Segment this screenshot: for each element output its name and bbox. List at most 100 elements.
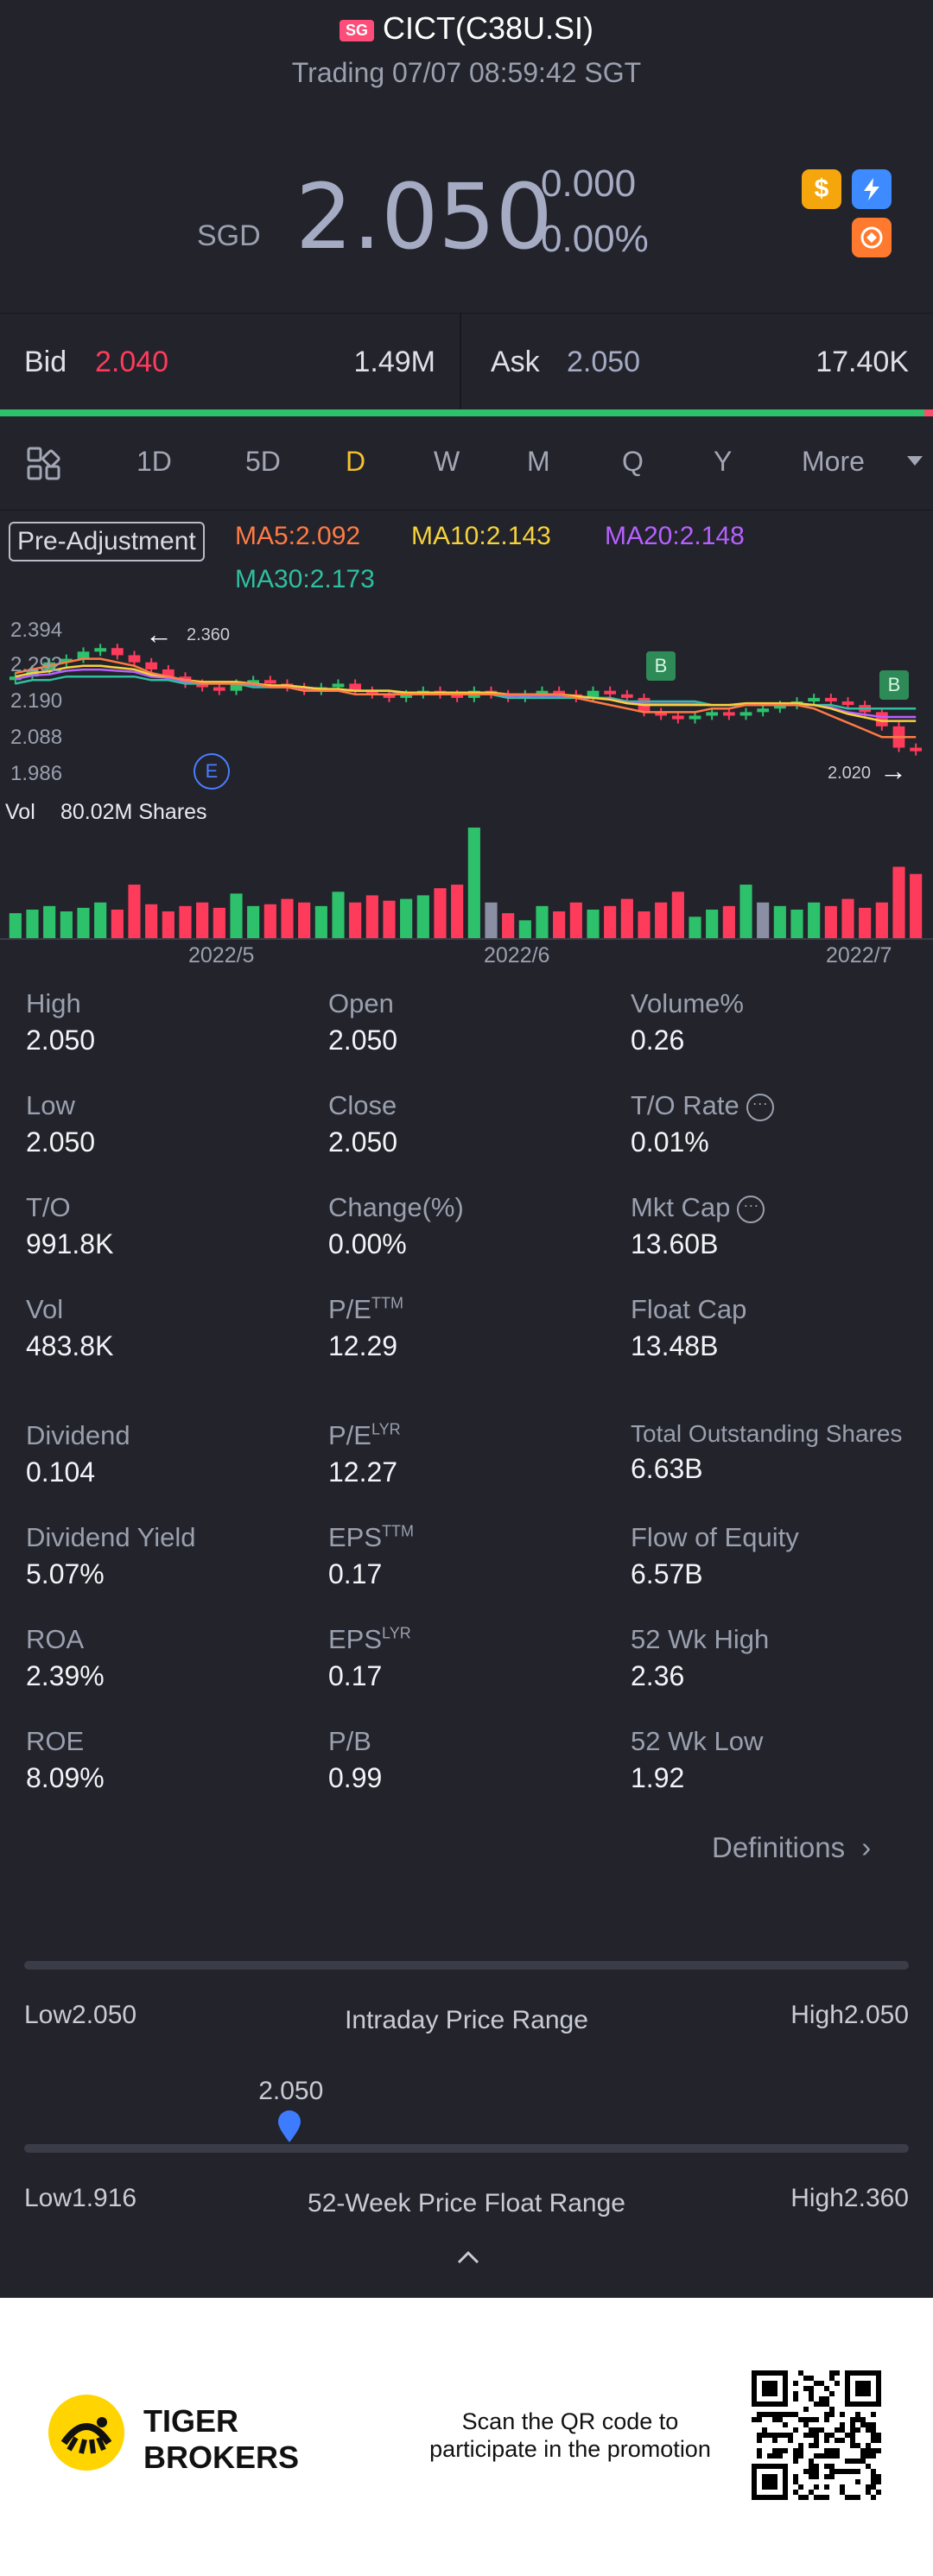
stat-cell: ROA 2.39% <box>26 1624 105 1692</box>
volume-bar <box>706 909 719 938</box>
stat-label-text: Vol <box>26 1294 64 1324</box>
candle-body <box>739 712 752 716</box>
ask-size: 17.40K <box>816 346 909 378</box>
volume-bar <box>587 909 600 938</box>
candle-body <box>77 651 90 659</box>
stat-label: Vol <box>26 1294 113 1325</box>
candle-body <box>722 712 735 716</box>
volume-bar <box>892 866 905 938</box>
stat-value: 6.57B <box>631 1558 703 1589</box>
candle-body <box>706 712 719 716</box>
stat-cell: 52 Wk Low 1.92 <box>631 1726 763 1794</box>
volume-bar <box>739 885 752 938</box>
stat-cell: T/O 991.8K <box>26 1192 113 1260</box>
ma10-label: MA10:2.143 <box>411 522 551 550</box>
stat-value: 2.050 <box>328 1126 398 1158</box>
volume-label: Vol <box>5 800 35 824</box>
low-marker: 2.020 <box>828 764 872 783</box>
definitions-link[interactable]: Definitions › <box>712 1831 871 1864</box>
week52-current-value: 2.050 <box>258 2077 324 2105</box>
stat-label: T/O Rate ··· <box>631 1090 774 1121</box>
candle-body <box>689 715 701 720</box>
volume-bar <box>859 907 872 938</box>
bid-ask-ratio-bar-ask <box>924 409 933 416</box>
stat-cell: Open 2.050 <box>328 988 397 1056</box>
volume-bar <box>145 904 158 938</box>
earnings-event-marker[interactable]: E <box>194 753 230 790</box>
tab-1d[interactable]: 1D <box>136 446 172 477</box>
brand-name-line2: BROKERS <box>143 2440 300 2475</box>
stat-label-text: Float Cap <box>631 1294 747 1324</box>
stat-label: Volume% <box>631 988 744 1019</box>
stat-value: 0.17 <box>328 1558 383 1589</box>
stat-label-text: Mkt Cap <box>631 1192 731 1222</box>
high-marker: 2.360 <box>187 625 231 644</box>
bid-price: 2.040 <box>95 346 169 378</box>
volume-bar <box>910 873 923 938</box>
volume-bar <box>60 911 73 938</box>
stat-value: 2.050 <box>26 1126 96 1158</box>
intraday-high: High2.050 <box>790 2001 909 2029</box>
ask-price: 2.050 <box>567 346 641 378</box>
stat-cell: Volume% 0.26 <box>631 988 744 1056</box>
tab-w[interactable]: W <box>434 446 460 477</box>
tab-d[interactable]: D <box>346 446 366 477</box>
tab-q[interactable]: Q <box>622 446 644 477</box>
candle-body <box>910 747 923 752</box>
volume-bar <box>841 898 854 938</box>
options-icon[interactable] <box>852 218 892 257</box>
stat-label-text: P/B <box>328 1726 371 1756</box>
stat-label: Float Cap <box>631 1294 746 1325</box>
promo-text-line1: Scan the QR code to <box>461 2408 679 2434</box>
stat-cell: Dividend Yield 5.07% <box>26 1522 195 1590</box>
last-price: 2.050 <box>295 164 553 270</box>
buy-event-marker[interactable]: B <box>646 651 676 681</box>
flash-icon[interactable] <box>852 169 892 209</box>
candle-body <box>655 712 668 716</box>
volume-bar <box>671 891 684 938</box>
trading-status: Trading 07/07 08:59:42 SGT <box>291 57 642 88</box>
candle-body <box>383 694 396 698</box>
tab-y[interactable]: Y <box>714 446 733 477</box>
intraday-range-bar <box>24 1961 909 1970</box>
stock-title: SG CICT(C38U.SI) <box>0 10 933 47</box>
stat-cell: EPSTTM 0.17 <box>328 1522 414 1590</box>
volume-bar <box>128 885 141 938</box>
candle-body <box>247 680 260 684</box>
stat-label-text: P/E <box>328 1294 371 1324</box>
stat-cell: T/O Rate ··· 0.01% <box>631 1090 774 1158</box>
market-badge: SG <box>339 19 374 41</box>
y-tick-label: 1.986 <box>10 762 63 785</box>
stat-label-text: 52 Wk High <box>631 1624 770 1654</box>
stat-value: 2.050 <box>328 1025 398 1056</box>
x-tick-label: 2022/6 <box>484 943 550 968</box>
buy-event-marker[interactable]: B <box>879 670 909 700</box>
info-icon[interactable]: ··· <box>746 1093 774 1121</box>
info-icon[interactable]: ··· <box>737 1195 765 1223</box>
volume-bar <box>553 911 566 938</box>
dollar-icon[interactable]: $ <box>802 169 841 209</box>
stat-label: P/B <box>328 1726 382 1757</box>
caret-down-icon[interactable] <box>907 456 923 466</box>
stat-label: Close <box>328 1090 397 1121</box>
arrow-left-icon: ← <box>145 619 173 650</box>
stat-label-text: Dividend <box>26 1420 130 1450</box>
chevron-up-icon[interactable] <box>456 2249 480 2269</box>
candle-body <box>298 687 311 691</box>
tab-m[interactable]: M <box>527 446 550 477</box>
price-chart[interactable] <box>0 605 933 985</box>
stat-label-text: Open <box>328 988 394 1018</box>
layout-grid-icon[interactable] <box>26 446 62 486</box>
pre-adjustment-toggle[interactable]: Pre-Adjustment <box>9 522 205 562</box>
volume-bar <box>349 902 362 938</box>
volume-bar <box>162 911 175 938</box>
divider <box>460 313 461 409</box>
stat-cell: Total Outstanding Shares 6.63B <box>631 1420 902 1485</box>
tab-more[interactable]: More <box>802 446 865 477</box>
volume-bar <box>416 895 429 938</box>
stat-label: EPSTTM <box>328 1522 414 1553</box>
candle-body <box>400 694 413 698</box>
stat-value: 12.27 <box>328 1456 398 1488</box>
tab-5d[interactable]: 5D <box>245 446 281 477</box>
qr-code-icon[interactable] <box>752 2370 881 2504</box>
